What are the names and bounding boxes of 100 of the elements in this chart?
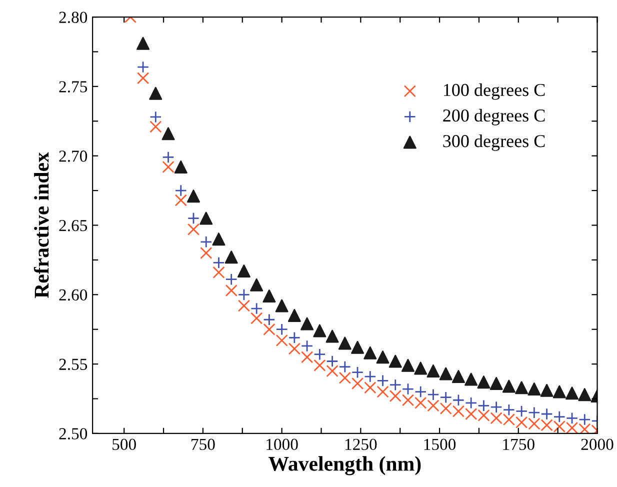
point	[338, 360, 351, 373]
point	[263, 323, 276, 336]
point	[174, 160, 188, 174]
y-tick-label: 2.80	[59, 12, 88, 24]
point	[326, 330, 339, 343]
point	[275, 299, 288, 312]
legend-label: 100 degrees C	[444, 83, 545, 100]
point	[326, 355, 338, 368]
point	[578, 388, 592, 402]
point	[528, 406, 540, 419]
x-tick-label: 1250	[345, 438, 377, 450]
y-axis-title: Refractive index	[34, 152, 49, 298]
point	[238, 300, 250, 312]
point	[402, 382, 414, 396]
point	[136, 72, 150, 84]
point	[313, 324, 326, 338]
point	[276, 334, 288, 347]
point	[478, 400, 490, 412]
point	[162, 160, 174, 174]
point	[288, 342, 301, 355]
x-tick-label: 1750	[503, 438, 534, 450]
point	[515, 405, 528, 418]
point	[338, 336, 352, 350]
point	[263, 314, 276, 326]
point	[200, 212, 213, 225]
point	[477, 376, 490, 389]
point	[414, 386, 427, 398]
point	[364, 346, 377, 360]
point	[276, 323, 288, 336]
point	[162, 127, 175, 140]
point	[376, 350, 390, 364]
point	[250, 312, 263, 324]
x-tick-label: 2000	[581, 438, 614, 450]
point	[262, 290, 276, 303]
point	[200, 236, 212, 248]
point	[212, 232, 226, 246]
point	[300, 351, 314, 364]
point	[250, 278, 264, 292]
point	[566, 412, 578, 424]
point	[364, 382, 376, 394]
point	[174, 184, 187, 197]
y-tick-label: 2.75	[59, 81, 88, 92]
point	[149, 86, 162, 100]
point	[540, 408, 553, 420]
y-tick-label: 2.70	[59, 150, 88, 162]
point	[427, 388, 440, 401]
point	[162, 151, 174, 164]
point	[237, 264, 250, 278]
point	[150, 110, 162, 124]
point	[515, 381, 528, 394]
point	[414, 362, 428, 375]
point	[376, 386, 389, 398]
point	[351, 340, 364, 354]
point	[314, 359, 326, 372]
point	[502, 404, 516, 416]
point	[426, 364, 440, 378]
point	[326, 364, 338, 378]
legend-label: 200 degrees C	[443, 108, 545, 126]
point	[288, 308, 301, 322]
point	[440, 391, 452, 404]
point	[136, 60, 150, 74]
point	[136, 36, 150, 50]
x-tick-label: 1500	[424, 438, 456, 450]
point	[338, 372, 351, 384]
y-tick-label: 2.50	[59, 428, 88, 440]
y-tick-label: 2.55	[59, 358, 88, 370]
x-tick-label: 1000	[266, 438, 298, 450]
point	[388, 354, 402, 368]
point	[187, 223, 200, 236]
point	[224, 250, 238, 264]
point	[250, 302, 263, 315]
point	[314, 348, 326, 360]
point	[200, 246, 212, 260]
point	[464, 372, 478, 386]
point	[465, 396, 478, 409]
x-axis-title: Wavelength (nm)	[268, 456, 421, 476]
point	[351, 377, 364, 390]
point	[212, 266, 225, 278]
point	[288, 332, 301, 344]
point	[528, 382, 541, 396]
point	[566, 386, 579, 400]
point	[389, 378, 402, 391]
point	[540, 384, 554, 397]
point	[186, 190, 200, 203]
point	[401, 358, 414, 372]
point	[452, 394, 465, 406]
point	[300, 317, 314, 330]
point	[439, 367, 452, 380]
point	[225, 273, 238, 286]
x-tick-label: 750	[192, 438, 215, 450]
point	[351, 366, 364, 378]
y-tick-label: 2.65	[59, 220, 88, 232]
point	[502, 380, 516, 393]
point	[490, 376, 503, 390]
point	[364, 370, 376, 383]
point	[578, 413, 591, 426]
point	[187, 212, 200, 224]
point	[300, 340, 314, 352]
point	[150, 120, 162, 133]
point	[553, 410, 566, 423]
